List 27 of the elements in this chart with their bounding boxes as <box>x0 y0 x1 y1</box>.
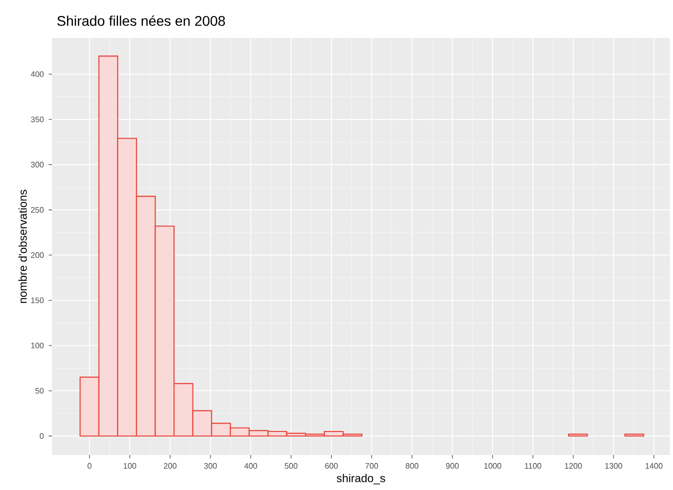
y-tick-label: 200 <box>31 252 44 258</box>
x-axis-title: shirado_s <box>336 474 386 484</box>
x-tick-label: 500 <box>284 463 298 469</box>
y-tick-label: 50 <box>35 388 44 394</box>
x-tick-label: 1200 <box>564 463 582 469</box>
x-tick-label: 100 <box>124 463 136 469</box>
x-tick-label: 700 <box>365 463 378 469</box>
x-tick-label: 1400 <box>646 463 662 469</box>
y-tick-label: 0 <box>40 433 44 439</box>
y-tick-label: 250 <box>31 207 44 213</box>
x-tick-label: 0 <box>88 463 92 469</box>
y-tick-label: 100 <box>31 342 44 348</box>
x-tick-label: 1000 <box>484 463 502 469</box>
x-tick-label: 800 <box>406 463 418 469</box>
x-tick-label: 200 <box>164 463 176 469</box>
y-tick-label: 150 <box>31 297 44 304</box>
x-tick-label: 400 <box>244 463 258 469</box>
y-tick-label: 400 <box>30 71 44 78</box>
x-tick-label: 1300 <box>605 463 622 469</box>
x-tick-label: 600 <box>325 463 338 469</box>
x-tick-label: 1100 <box>524 463 542 469</box>
y-tick-label: 300 <box>30 162 44 168</box>
y-tick-label: 350 <box>30 116 44 122</box>
y-axis-title: nombre d'observations <box>18 190 27 303</box>
x-tick-label: 300 <box>204 463 217 469</box>
chart-title: Shirado filles nées en 2008 <box>57 15 225 26</box>
x-tick-label: 900 <box>446 463 459 469</box>
